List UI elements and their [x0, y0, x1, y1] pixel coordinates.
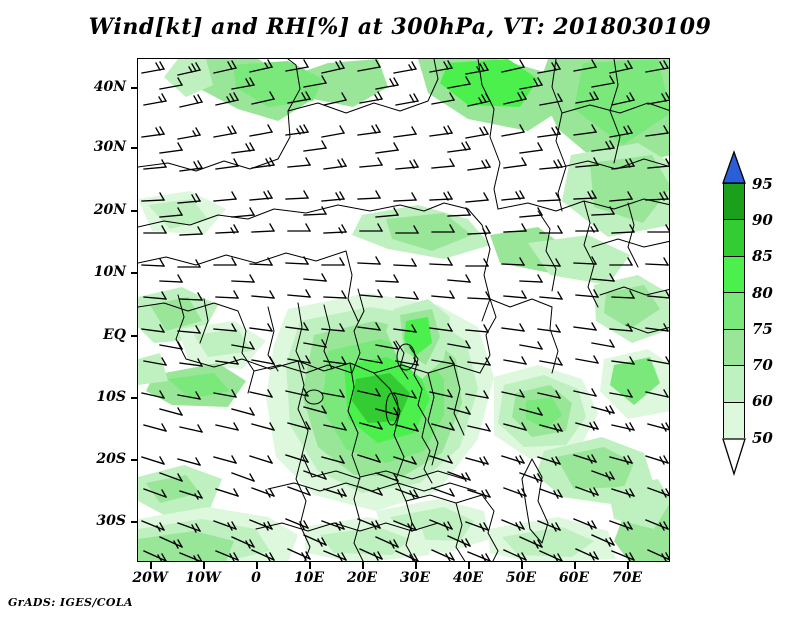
colorbar-label-50: 50	[752, 429, 773, 447]
coastline-borders	[138, 59, 669, 561]
colorbar-bands[interactable]	[723, 183, 745, 439]
colorbar[interactable]: 95 90 85 80 75 70 60 50	[700, 150, 800, 480]
colorbar-band-85-90[interactable]	[724, 220, 744, 257]
y-tick-10N	[131, 272, 138, 274]
y-axis-label-30N: 30N	[93, 139, 126, 155]
x-axis-label-30E: 30E	[399, 570, 431, 586]
x-tick-10E	[309, 562, 311, 569]
x-axis-label-10W: 10W	[185, 570, 221, 586]
x-axis-label-20W: 20W	[132, 570, 168, 586]
x-tick-20E	[362, 562, 364, 569]
x-axis-label-20E: 20E	[346, 570, 378, 586]
x-tick-30E	[415, 562, 417, 569]
y-axis-label-20N: 20N	[93, 202, 126, 218]
y-axis-label-30S: 30S	[96, 513, 126, 529]
x-tick-0	[256, 562, 258, 569]
colorbar-label-85: 85	[752, 247, 773, 265]
x-axis-label-70E: 70E	[611, 570, 643, 586]
x-axis-label-0: 0	[251, 570, 261, 586]
y-tick-20N	[131, 210, 138, 212]
y-axis-label-EQ: EQ	[103, 327, 126, 343]
y-tick-30N	[131, 147, 138, 149]
x-tick-20W	[150, 562, 152, 569]
x-tick-10W	[203, 562, 205, 569]
colorbar-label-75: 75	[752, 320, 773, 338]
colorbar-label-80: 80	[752, 284, 773, 302]
x-tick-60E	[574, 562, 576, 569]
y-tick-20S	[131, 459, 138, 461]
colorbar-band-50-60[interactable]	[724, 402, 744, 439]
wind-barbs	[141, 59, 669, 561]
map-plot-area[interactable]	[137, 58, 670, 562]
colorbar-band-75-80[interactable]	[724, 293, 744, 330]
page-title: Wind[kt] and RH[%] at 300hPa, VT: 201803…	[88, 14, 712, 40]
x-axis-label-40E: 40E	[452, 570, 484, 586]
colorbar-label-70: 70	[752, 356, 773, 374]
colorbar-label-60: 60	[752, 392, 773, 410]
colorbar-band-70-75[interactable]	[724, 329, 744, 367]
colorbar-label-90: 90	[752, 211, 773, 229]
x-tick-50E	[521, 562, 523, 569]
x-tick-70E	[627, 562, 629, 569]
colorbar-over-arrow	[722, 150, 746, 184]
map-canvas	[138, 59, 669, 561]
x-axis-label-50E: 50E	[505, 570, 537, 586]
rh-shading	[138, 59, 669, 561]
y-axis-label-40N: 40N	[93, 79, 126, 95]
colorbar-label-95: 95	[752, 175, 773, 193]
colorbar-under-arrow	[722, 438, 746, 477]
y-axis-label-20S: 20S	[96, 451, 126, 467]
colorbar-band-90-95[interactable]	[724, 184, 744, 221]
colorbar-band-60-70[interactable]	[724, 366, 744, 403]
y-tick-10S	[131, 397, 138, 399]
y-tick-EQ	[131, 335, 138, 337]
y-axis-label-10S: 10S	[96, 389, 126, 405]
x-tick-40E	[468, 562, 470, 569]
y-tick-40N	[131, 87, 138, 89]
colorbar-band-80-85[interactable]	[724, 256, 744, 294]
footer-credit: GrADS: IGES/COLA	[8, 596, 133, 609]
y-tick-30S	[131, 521, 138, 523]
x-axis-label-10E: 10E	[293, 570, 325, 586]
y-axis-label-10N: 10N	[93, 264, 126, 280]
x-axis-label-60E: 60E	[558, 570, 590, 586]
